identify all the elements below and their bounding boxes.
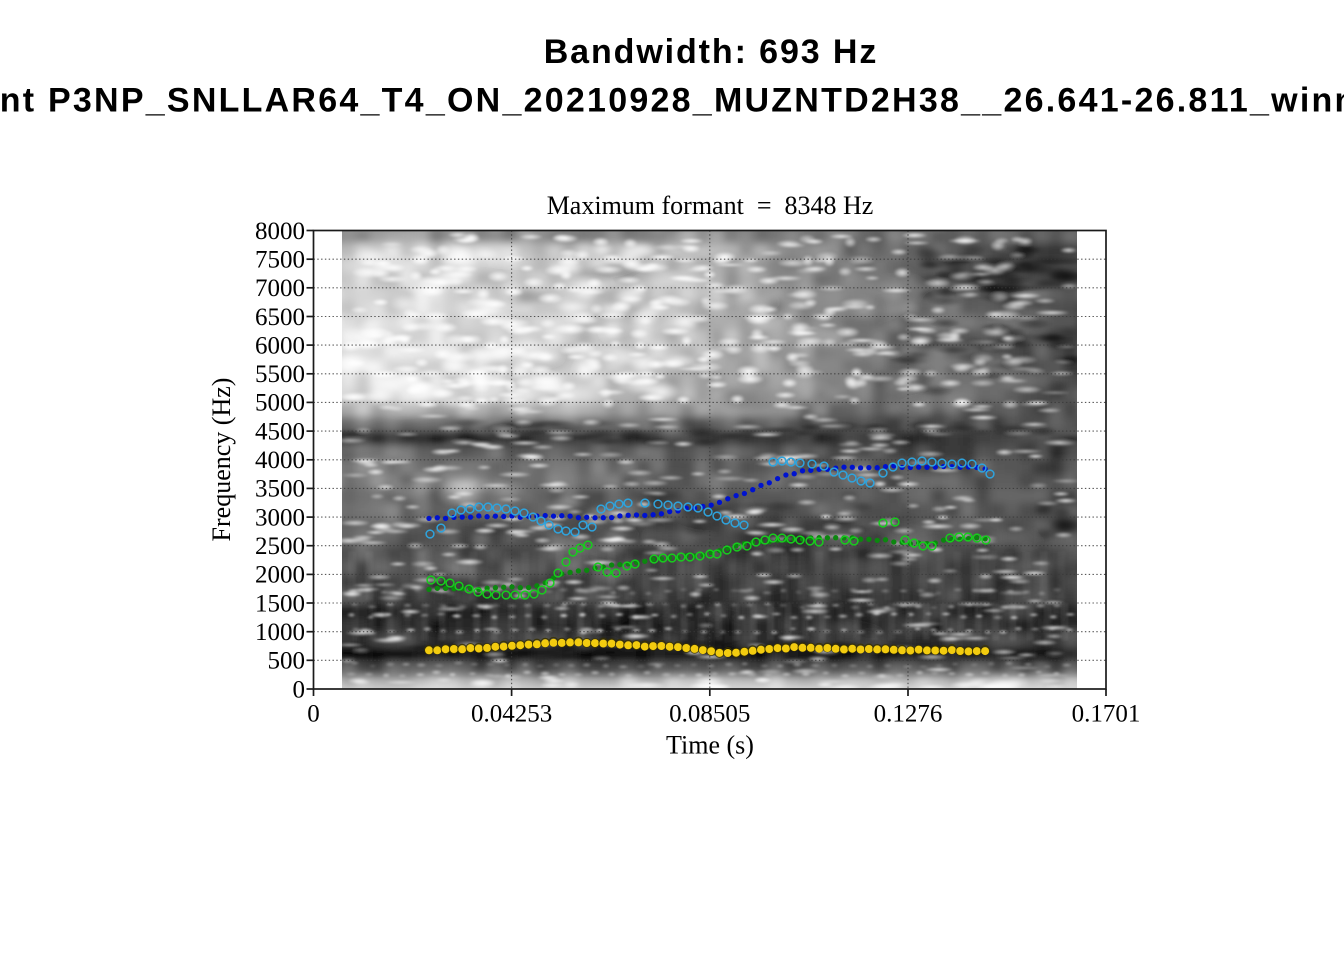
svg-text:5500: 5500	[255, 361, 305, 388]
svg-text:Frequency (Hz): Frequency (Hz)	[207, 378, 236, 542]
svg-text:6500: 6500	[255, 304, 305, 331]
svg-text:3500: 3500	[255, 476, 305, 503]
svg-text:6000: 6000	[255, 332, 305, 359]
svg-text:7000: 7000	[255, 275, 305, 302]
svg-text:8000: 8000	[255, 218, 305, 245]
svg-text:5000: 5000	[255, 390, 305, 417]
svg-text:Formant P3NP_SNLLAR64_T4_ON_20: Formant P3NP_SNLLAR64_T4_ON_20210928_MUZ…	[0, 81, 1344, 119]
svg-text:Time (s): Time (s)	[666, 731, 754, 760]
svg-text:3000: 3000	[255, 504, 305, 531]
svg-text:0: 0	[307, 701, 320, 728]
svg-text:500: 500	[268, 648, 306, 675]
svg-text:4000: 4000	[255, 447, 305, 474]
svg-text:1000: 1000	[255, 619, 305, 646]
svg-text:0.04253: 0.04253	[471, 701, 552, 728]
svg-text:Maximum formant = 8348 Hz: Maximum formant = 8348 Hz	[547, 191, 874, 220]
svg-text:4500: 4500	[255, 418, 305, 445]
svg-text:0.1276: 0.1276	[874, 701, 943, 728]
svg-text:1500: 1500	[255, 590, 305, 617]
svg-text:0.1701: 0.1701	[1072, 701, 1141, 728]
svg-text:7500: 7500	[255, 247, 305, 274]
svg-text:0: 0	[293, 676, 306, 703]
svg-text:2000: 2000	[255, 562, 305, 589]
svg-text:0.08505: 0.08505	[669, 701, 750, 728]
svg-text:Bandwidth: 693 Hz: Bandwidth: 693 Hz	[544, 33, 879, 71]
svg-text:2500: 2500	[255, 533, 305, 560]
